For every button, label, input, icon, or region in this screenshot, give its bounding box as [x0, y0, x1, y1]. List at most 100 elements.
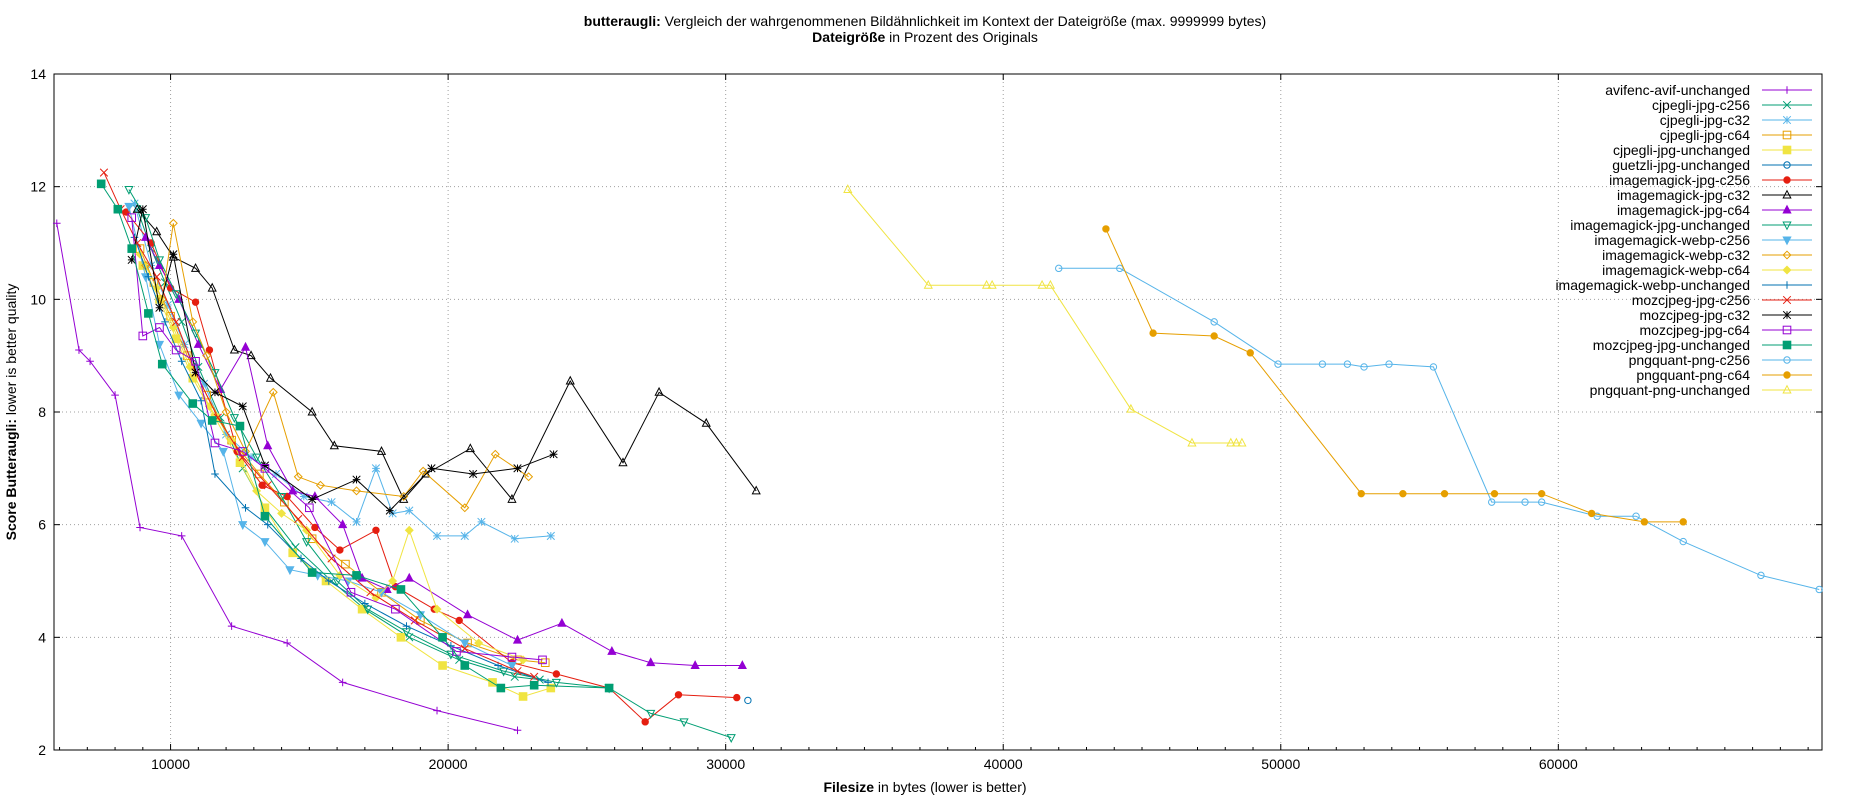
data-point [1231, 437, 1241, 447]
data-point [1757, 571, 1765, 580]
data-point [1782, 265, 1792, 275]
data-point [1521, 498, 1529, 506]
data-point [238, 452, 247, 462]
legend-entry: guetzli-jpg-unchanged [1612, 157, 1812, 173]
data-point [154, 256, 165, 266]
data-point [221, 430, 231, 439]
data-point [327, 554, 336, 563]
data-point [1237, 437, 1247, 447]
data-point [229, 344, 240, 354]
data-point [197, 396, 205, 405]
data-point [1679, 537, 1687, 546]
legend-label: guetzli-jpg-unchanged [1612, 157, 1750, 173]
data-point [1490, 489, 1499, 498]
data-point [987, 279, 997, 289]
data-point [396, 633, 406, 642]
data-point [1210, 332, 1218, 340]
y-tick-label: 12 [30, 179, 46, 195]
legend-entry: pngquant-png-c64 [1636, 367, 1812, 383]
data-point [258, 481, 266, 489]
data-point [191, 368, 200, 377]
data-point [1783, 356, 1791, 364]
data-point [229, 414, 240, 424]
data-point [1045, 279, 1056, 289]
data-point [238, 402, 247, 411]
data-point [302, 525, 312, 535]
data-point [1782, 130, 1792, 140]
series-pngquant-png-c256 [1055, 264, 1823, 594]
data-point [196, 419, 206, 429]
data-point [1343, 360, 1352, 368]
data-point [174, 391, 184, 401]
series-imagemagick-webp-c256 [124, 202, 517, 671]
data-point [618, 457, 628, 467]
y-axis-label-rest: lower is better quality [3, 284, 19, 419]
data-point [565, 375, 575, 385]
data-point [336, 546, 344, 554]
data-point [157, 294, 167, 304]
series-cjpegli-jpg-c64 [135, 244, 550, 667]
series-line [145, 237, 743, 666]
legend-entry: avifenc-avif-unchanged [1605, 82, 1812, 98]
data-point [1783, 281, 1791, 289]
y-axis-label-bold: Score Butteraugli: [3, 419, 19, 540]
data-point [338, 678, 347, 687]
data-point [99, 168, 109, 177]
data-point [163, 300, 172, 310]
legend-entry: imagemagick-jpg-c64 [1617, 202, 1812, 218]
data-point [144, 309, 153, 318]
data-point [177, 357, 186, 366]
data-point [1782, 310, 1792, 320]
legend-entry: cjpegli-jpg-unchanged [1613, 142, 1812, 158]
data-point [604, 683, 614, 693]
data-point [477, 517, 486, 527]
data-point [460, 639, 470, 649]
data-point [260, 511, 270, 521]
data-point [341, 559, 350, 569]
data-point [169, 250, 178, 259]
data-point [124, 185, 134, 195]
chart-subtitle-rest: in Prozent des Originals [885, 29, 1038, 45]
legend-label: imagemagick-jpg-c32 [1617, 187, 1750, 203]
legend-label: pngquant-png-c64 [1636, 367, 1750, 383]
data-point [146, 261, 156, 270]
data-point [1385, 360, 1393, 368]
y-tick-label: 14 [30, 66, 46, 82]
data-point [490, 449, 500, 459]
legend-label: pngquant-png-c256 [1629, 352, 1751, 368]
data-point [551, 678, 561, 688]
data-point [1187, 437, 1197, 447]
data-point [1399, 489, 1407, 498]
x-tick-label: 30000 [706, 756, 745, 772]
data-point [152, 226, 162, 236]
chart-subtitle-bold: Dateigröße [812, 29, 885, 45]
data-point [404, 572, 414, 582]
data-point [1782, 250, 1792, 260]
data-point [679, 718, 689, 728]
data-point [1360, 363, 1368, 371]
data-point [260, 503, 270, 513]
legend-label: mozcjpeg-jpg-c32 [1640, 307, 1751, 323]
x-tick-label: 20000 [429, 756, 468, 772]
data-point [188, 373, 198, 383]
data-point [530, 672, 539, 681]
legend-label: cjpegli-jpg-unchanged [1613, 142, 1750, 158]
data-point [433, 706, 441, 715]
data-point [246, 452, 256, 462]
data-point [352, 475, 361, 484]
data-point [1783, 86, 1791, 94]
legend-label: mozcjpeg-jpg-c256 [1632, 292, 1750, 308]
data-point [307, 568, 317, 577]
data-point [507, 662, 517, 671]
chart-title-rest: Vergleich der wahrgenommenen Bildähnlich… [661, 13, 1266, 29]
data-point [1488, 498, 1496, 506]
data-point [260, 461, 270, 470]
data-point [432, 604, 442, 614]
data-point [1782, 100, 1792, 110]
legend-entry: pngquant-png-c256 [1629, 352, 1812, 368]
data-point [518, 692, 528, 701]
data-point [301, 538, 312, 547]
data-point [263, 520, 272, 529]
series-line [131, 209, 554, 512]
series-line [131, 217, 543, 661]
